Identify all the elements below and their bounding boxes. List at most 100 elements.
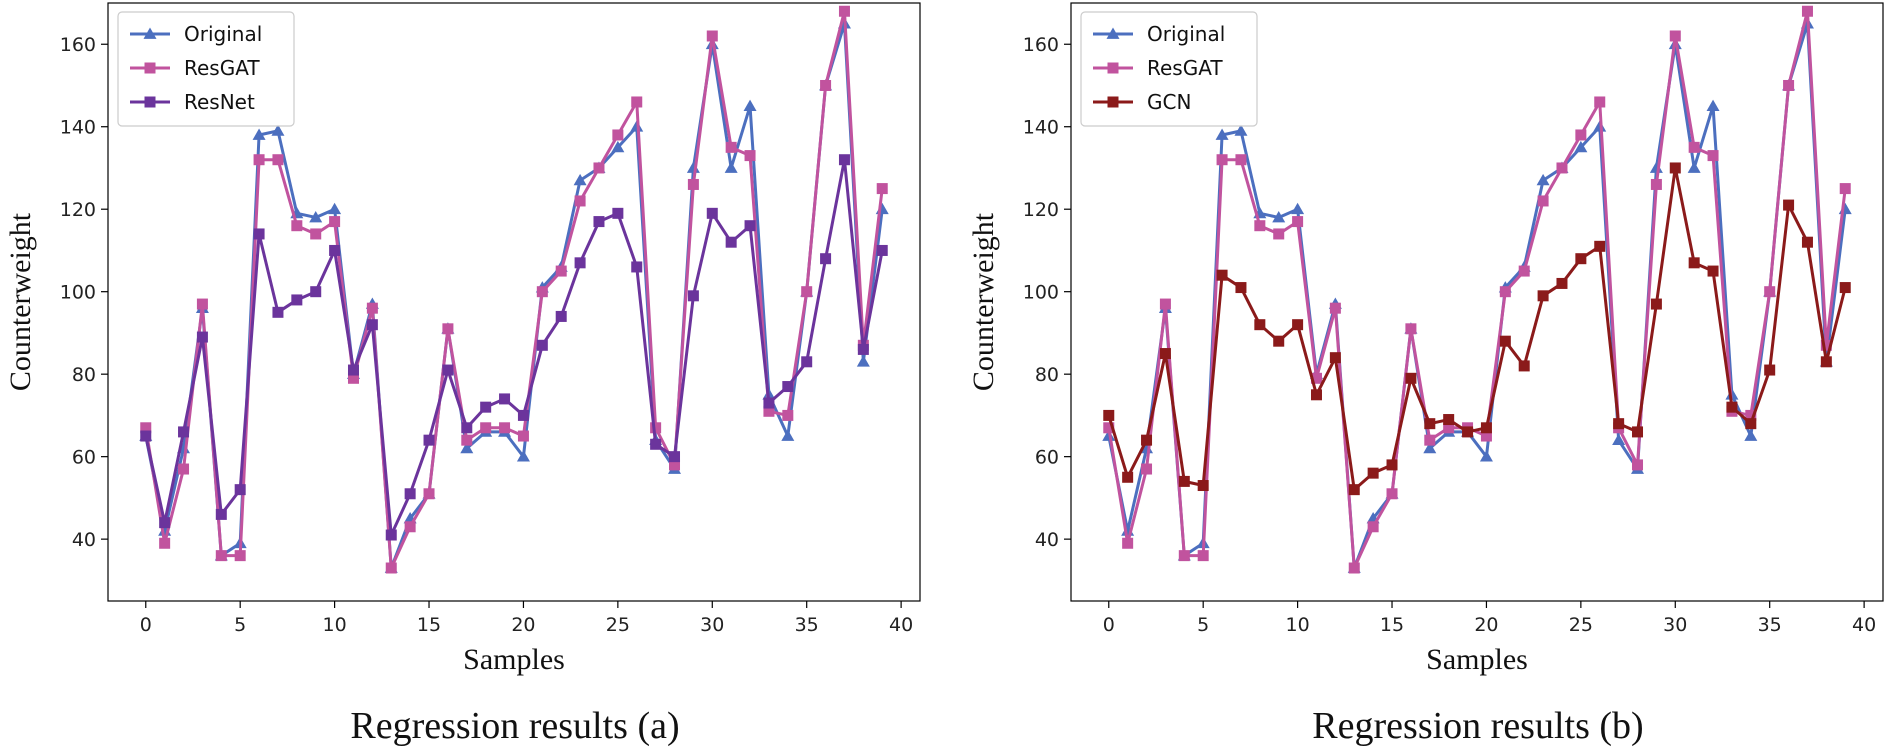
x-tick-label: 35 xyxy=(1758,614,1782,636)
data-point-resnet xyxy=(838,154,850,166)
data-point-resnet xyxy=(291,294,303,306)
data-point-resnet xyxy=(536,339,548,351)
x-tick-label: 35 xyxy=(795,614,819,636)
data-point-original xyxy=(1612,433,1626,446)
data-point-resgat xyxy=(1178,550,1190,562)
data-point-resgat xyxy=(272,154,284,166)
data-point-resgat xyxy=(291,220,303,232)
data-point-gcn xyxy=(1462,426,1474,438)
data-point-resnet xyxy=(347,364,359,376)
legend: Original ResGAT GCN xyxy=(1080,11,1258,127)
legend-marker-resnet xyxy=(144,96,156,108)
data-point-resnet xyxy=(612,207,624,219)
data-point-resgat xyxy=(1197,550,1209,562)
legend-marker-resgat xyxy=(144,62,156,74)
data-point-gcn xyxy=(1310,389,1322,401)
legend-label-resnet: ResNet xyxy=(184,90,255,114)
y-tick-label: 140 xyxy=(1023,117,1059,139)
x-tick-label: 20 xyxy=(511,614,535,636)
data-point-resnet xyxy=(196,331,208,343)
data-point-gcn xyxy=(1632,426,1644,438)
data-point-resgat xyxy=(499,422,511,434)
data-point-gcn xyxy=(1197,480,1209,492)
legend-label-gcn: GCN xyxy=(1147,90,1191,114)
series-resgat xyxy=(140,5,888,574)
data-point-resnet xyxy=(687,290,699,302)
data-point-resgat xyxy=(1632,459,1644,471)
x-tick-label: 5 xyxy=(234,614,246,636)
data-point-resnet xyxy=(140,430,152,442)
data-point-resgat xyxy=(574,195,586,207)
legend-marker-original xyxy=(143,27,157,39)
data-point-resnet xyxy=(782,381,794,393)
legend-marker-original xyxy=(1106,27,1120,39)
x-tick-label: 25 xyxy=(1569,614,1593,636)
series-resgat xyxy=(1103,5,1851,574)
data-point-gcn xyxy=(1122,471,1134,483)
data-point-original xyxy=(1838,202,1852,215)
data-point-resnet xyxy=(253,228,265,240)
data-point-gcn xyxy=(1556,277,1568,289)
data-point-original xyxy=(1536,173,1550,186)
data-point-gcn xyxy=(1367,467,1379,479)
y-tick-label: 160 xyxy=(60,34,96,56)
data-point-resnet xyxy=(385,529,397,541)
data-point-original xyxy=(1687,161,1701,173)
chart-panel-b: 0 5 10 15 20 25 30 35 40 40 60 80 100 120 140 160 Sample… xyxy=(967,2,1884,676)
data-point-gcn xyxy=(1254,319,1266,331)
data-point-gcn xyxy=(1669,162,1681,174)
x-tick-label: 20 xyxy=(1474,614,1498,636)
y-tick-label: 80 xyxy=(72,364,96,386)
data-point-gcn xyxy=(1499,335,1511,347)
data-point-resgat xyxy=(1707,150,1719,162)
data-point-gcn xyxy=(1650,298,1662,310)
data-point-original xyxy=(252,128,266,140)
data-point-original xyxy=(611,140,625,153)
data-point-gcn xyxy=(1178,475,1190,487)
data-point-resgat xyxy=(1537,195,1549,207)
data-point-resnet xyxy=(650,438,662,450)
legend-box xyxy=(1080,11,1258,127)
data-point-resnet xyxy=(423,434,435,446)
y-axis-label: Counterweight xyxy=(4,212,37,391)
data-point-gcn xyxy=(1688,257,1700,269)
x-tick-label: 10 xyxy=(1286,614,1310,636)
data-point-gcn xyxy=(1348,484,1360,496)
data-point-resnet xyxy=(234,484,246,496)
data-point-resgat xyxy=(423,488,435,500)
data-point-original xyxy=(1234,124,1248,136)
data-point-resnet xyxy=(517,409,529,421)
data-point-original xyxy=(1215,128,1229,140)
data-point-resgat xyxy=(612,129,624,141)
data-point-resnet xyxy=(574,257,586,269)
caption-a: Regression results (a) xyxy=(350,705,679,747)
data-point-resnet xyxy=(461,422,473,434)
data-point-resgat xyxy=(1386,488,1398,500)
x-tick-label: 40 xyxy=(1852,614,1876,636)
x-tick-label: 30 xyxy=(1663,614,1687,636)
data-point-resgat xyxy=(1216,154,1228,166)
y-tick-label: 120 xyxy=(60,199,96,221)
x-tick-label: 0 xyxy=(140,614,152,636)
legend-label-original: Original xyxy=(184,22,262,46)
data-point-original xyxy=(1649,161,1663,173)
data-point-resgat xyxy=(725,141,737,153)
data-point-original xyxy=(328,202,342,215)
data-point-gcn xyxy=(1745,418,1757,430)
data-point-resgat xyxy=(1348,562,1360,574)
series-line-resgat xyxy=(1107,9,1847,570)
data-point-resgat xyxy=(1650,178,1662,190)
data-point-resgat xyxy=(1518,265,1530,277)
data-point-resgat xyxy=(234,550,246,562)
data-point-resgat xyxy=(347,372,359,384)
data-point-original xyxy=(1423,441,1437,454)
data-point-resgat xyxy=(1745,409,1757,421)
data-point-resnet xyxy=(631,261,643,273)
data-point-original xyxy=(516,450,530,462)
x-tick-label: 10 xyxy=(323,614,347,636)
data-point-resnet xyxy=(178,426,190,438)
legend-box xyxy=(117,11,295,127)
data-point-resnet xyxy=(725,236,737,248)
y-tick-label: 80 xyxy=(1035,364,1059,386)
data-point-resgat xyxy=(404,521,416,533)
